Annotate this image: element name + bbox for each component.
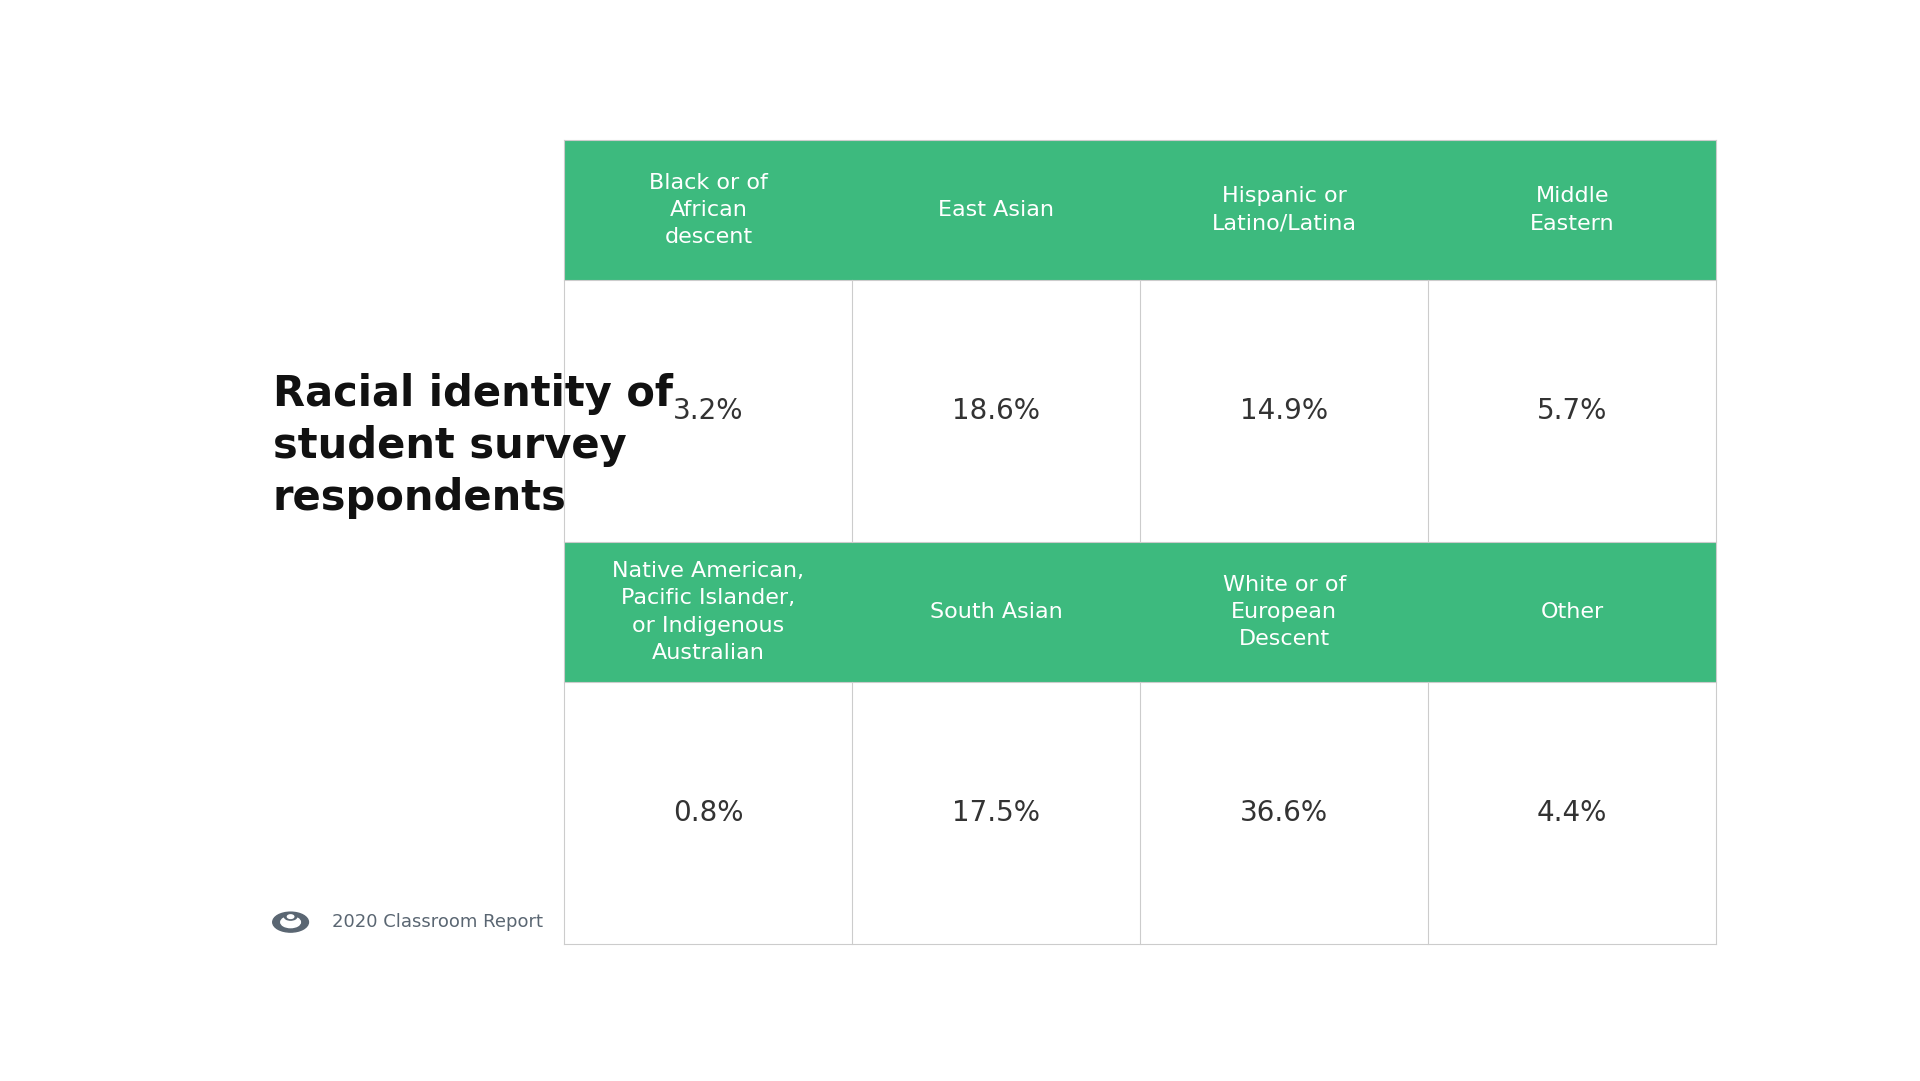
Text: 18.6%: 18.6% — [952, 397, 1041, 425]
Bar — [564, 682, 852, 944]
Text: White or of
European
Descent: White or of European Descent — [1223, 575, 1346, 650]
Text: Black or of
African
descent: Black or of African descent — [649, 173, 768, 248]
Text: South Asian: South Asian — [929, 602, 1062, 622]
Text: 5.7%: 5.7% — [1536, 397, 1607, 425]
Text: Middle
Eastern: Middle Eastern — [1530, 186, 1615, 233]
Circle shape — [273, 912, 309, 932]
Text: East Asian: East Asian — [939, 200, 1054, 221]
Bar — [852, 542, 1140, 682]
Circle shape — [288, 915, 294, 919]
Text: 36.6%: 36.6% — [1240, 799, 1329, 827]
Bar — [564, 139, 852, 280]
Bar — [1140, 139, 1428, 280]
Bar — [1140, 542, 1428, 682]
Text: 14.9%: 14.9% — [1240, 397, 1329, 425]
Bar — [1428, 139, 1716, 280]
Text: 3.2%: 3.2% — [674, 397, 743, 425]
Text: 0.8%: 0.8% — [674, 799, 743, 827]
Bar — [564, 280, 852, 542]
Text: Hispanic or
Latino/Latina: Hispanic or Latino/Latina — [1212, 186, 1357, 233]
Bar — [1140, 280, 1428, 542]
Bar — [1428, 542, 1716, 682]
Text: Native American,
Pacific Islander,
or Indigenous
Australian: Native American, Pacific Islander, or In… — [612, 561, 804, 663]
Bar — [1140, 682, 1428, 944]
Bar — [852, 280, 1140, 542]
Text: Racial identity of
student survey
respondents: Racial identity of student survey respon… — [273, 373, 672, 519]
Text: Other: Other — [1540, 602, 1603, 622]
Bar — [1428, 280, 1716, 542]
Text: 4.4%: 4.4% — [1536, 799, 1607, 827]
Text: 2020 Classroom Report: 2020 Classroom Report — [332, 913, 543, 931]
Circle shape — [280, 917, 300, 927]
Bar — [852, 139, 1140, 280]
Bar — [564, 542, 852, 682]
Bar — [1428, 682, 1716, 944]
Text: 17.5%: 17.5% — [952, 799, 1041, 827]
Circle shape — [284, 913, 298, 920]
Bar — [852, 682, 1140, 944]
